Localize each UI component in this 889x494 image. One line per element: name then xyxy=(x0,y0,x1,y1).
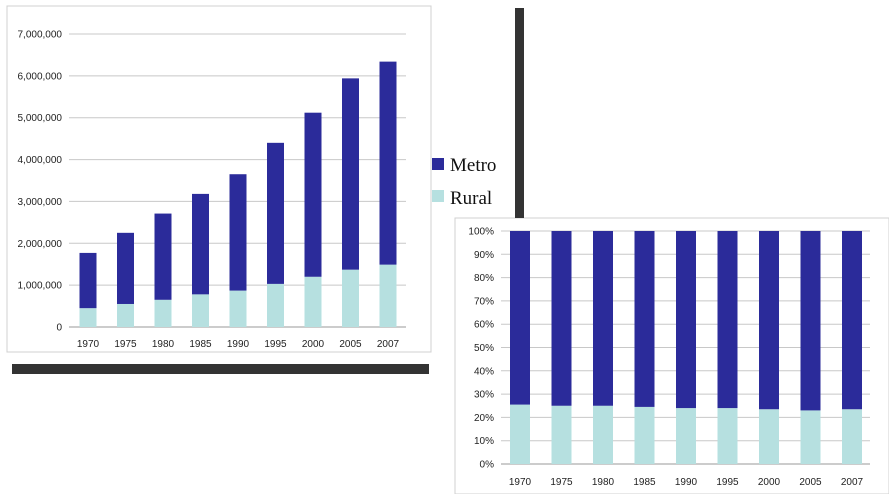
bar-metro-1995 xyxy=(717,231,738,409)
bar-metro-2005 xyxy=(800,231,821,411)
bar-rural-1990 xyxy=(676,408,696,464)
x-tick-label: 2007 xyxy=(841,477,864,488)
bar-rural-2000 xyxy=(759,409,779,464)
vertical-divider-rule xyxy=(515,8,524,218)
legend-swatch-metro xyxy=(432,158,444,170)
x-tick-label: 1970 xyxy=(77,339,100,350)
bar-rural-2007 xyxy=(379,264,397,327)
bar-rural-1970 xyxy=(510,404,530,464)
y-tick-label: 10% xyxy=(474,436,494,447)
bar-rural-1985 xyxy=(634,406,655,464)
x-tick-label: 2005 xyxy=(799,477,822,488)
percent-population-chart: 0% 10% 20% 30% 40% 50% 60% 70% 80% 90% 100% 1970 197… xyxy=(454,217,889,494)
bar-metro-2005 xyxy=(342,78,359,270)
y-tick-label: 3,000,000 xyxy=(18,197,63,208)
y-tick-label: 4,000,000 xyxy=(18,155,63,166)
bar-metro-1975 xyxy=(117,232,134,304)
x-tick-label: 1980 xyxy=(152,339,175,350)
y-tick-label: 5,000,000 xyxy=(18,113,63,124)
bar-metro-1995 xyxy=(267,142,284,284)
y-tick-label: 0% xyxy=(480,460,495,471)
bar-rural-2000 xyxy=(304,276,322,327)
bar-rural-1975 xyxy=(551,405,572,464)
x-tick-label: 2000 xyxy=(758,477,781,488)
legend-label-metro: Metro xyxy=(450,155,496,176)
x-tick-label: 1970 xyxy=(509,477,532,488)
bar-metro-1990 xyxy=(229,174,247,291)
y-tick-label: 1,000,000 xyxy=(18,281,63,292)
bar-metro-2000 xyxy=(304,112,322,277)
x-tick-label: 1995 xyxy=(264,339,287,350)
x-tick-label: 2007 xyxy=(377,339,400,350)
bar-metro-2007 xyxy=(842,231,862,410)
bar-rural-2005 xyxy=(342,269,359,327)
x-tick-label: 1980 xyxy=(592,477,615,488)
bar-rural-1995 xyxy=(267,283,284,327)
x-tick-label: 2005 xyxy=(339,339,362,350)
chart-frame xyxy=(454,217,889,494)
bar-metro-1970 xyxy=(79,252,97,309)
x-tick-label: 1990 xyxy=(675,477,698,488)
horizontal-divider-rule xyxy=(12,364,429,374)
bar-metro-1980 xyxy=(593,231,613,406)
y-tick-label: 30% xyxy=(474,390,494,401)
y-tick-label: 70% xyxy=(474,296,494,307)
bar-metro-2000 xyxy=(759,231,779,410)
legend-label-rural: Rural xyxy=(450,188,492,209)
y-tick-label: 90% xyxy=(474,250,494,261)
bar-rural-2007 xyxy=(842,409,862,464)
y-tick-label: 60% xyxy=(474,320,494,331)
y-tick-label: 0 xyxy=(56,323,62,334)
bar-rural-1980 xyxy=(154,299,172,327)
x-tick-label: 1990 xyxy=(227,339,250,350)
bar-metro-1970 xyxy=(510,231,530,405)
bar-metro-1990 xyxy=(676,231,696,409)
y-tick-label: 50% xyxy=(474,343,494,354)
bar-rural-1995 xyxy=(717,408,738,464)
absolute-population-chart: 0 1,000,000 2,000,000 3,000,000 4,000,000 5,0… xyxy=(6,5,432,353)
y-tick-label: 20% xyxy=(474,413,494,424)
y-tick-label: 80% xyxy=(474,273,494,284)
bar-rural-1985 xyxy=(192,294,209,327)
bar-metro-1975 xyxy=(551,231,572,406)
bar-rural-1990 xyxy=(229,290,247,327)
x-tick-label: 2000 xyxy=(302,339,325,350)
bar-metro-1985 xyxy=(192,193,209,295)
x-tick-label: 1995 xyxy=(716,477,739,488)
bar-rural-1970 xyxy=(79,308,97,327)
y-tick-label: 6,000,000 xyxy=(18,71,63,82)
bar-metro-1980 xyxy=(154,213,172,300)
legend: Metro Rural xyxy=(432,155,496,209)
x-tick-label: 1985 xyxy=(633,477,656,488)
bar-rural-1975 xyxy=(117,303,134,327)
y-tick-label: 2,000,000 xyxy=(18,239,63,250)
legend-swatch-rural xyxy=(432,190,444,202)
x-tick-label: 1985 xyxy=(189,339,212,350)
chart-frame xyxy=(6,5,432,353)
bar-metro-2007 xyxy=(379,61,397,265)
y-tick-label: 40% xyxy=(474,366,494,377)
bar-metro-1985 xyxy=(634,231,655,407)
y-tick-label: 100% xyxy=(468,227,494,238)
bar-rural-2005 xyxy=(800,410,821,464)
x-tick-label: 1975 xyxy=(114,339,137,350)
y-tick-label: 7,000,000 xyxy=(18,30,63,41)
x-tick-label: 1975 xyxy=(550,477,573,488)
bar-rural-1980 xyxy=(593,405,613,464)
